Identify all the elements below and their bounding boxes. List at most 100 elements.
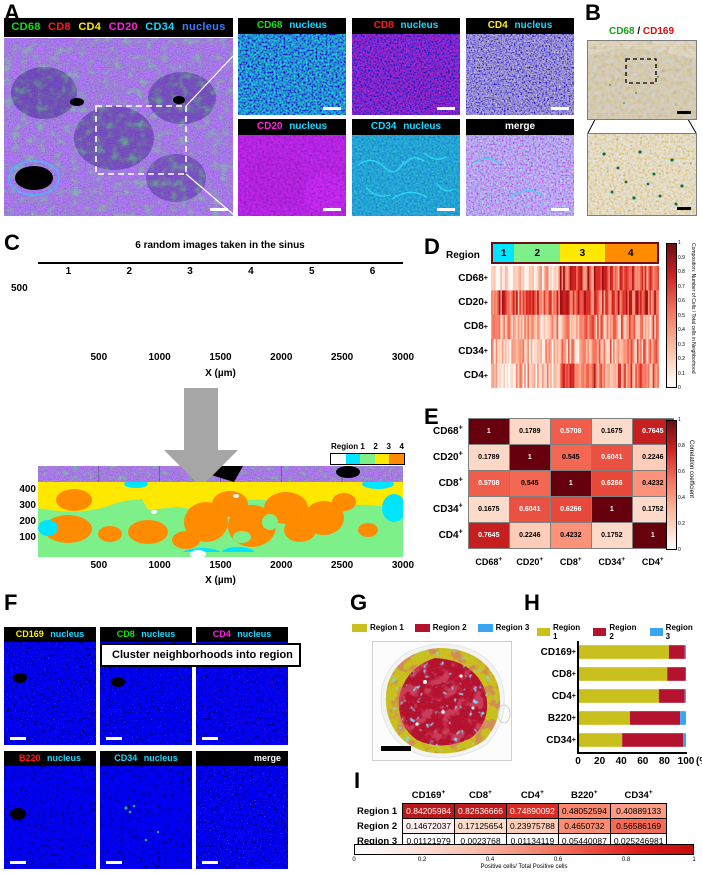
panel-e-rowlabel-cd4: CD4+	[438, 526, 463, 541]
h-xtick-60: 60	[637, 756, 649, 767]
cell-1-0: 0.1789	[467, 444, 510, 471]
d-tick-0.8: 0.8	[678, 269, 685, 275]
region-header-2: 2	[514, 244, 561, 262]
panel-d-letter: D	[424, 234, 440, 259]
subpanel-title-cd8: CD8 nucleus	[352, 18, 460, 34]
cell-value: 0.48052594	[561, 806, 607, 816]
legend-swatch-3	[374, 454, 390, 464]
legend-swatch-0	[331, 454, 346, 464]
panel-e-corner-spacer	[432, 549, 468, 575]
e-tick-0.6: 0.6	[678, 469, 685, 475]
panel-i-corner	[354, 788, 403, 804]
channel-label-cd4: CD4	[78, 21, 102, 33]
col-label-text: CD34	[598, 556, 622, 567]
h-xtick-80: 80	[658, 756, 670, 767]
row-label-text: CD4	[438, 530, 459, 541]
panel-e-letter: E	[424, 404, 439, 429]
legend-chip-region3	[477, 623, 493, 632]
image-number-2: 2	[126, 266, 133, 277]
subpanel-title-cd20: CD20 nucleus	[238, 119, 346, 135]
row-label-text: CD68	[433, 426, 459, 437]
row-label-text: CD20	[433, 452, 459, 463]
scale-bar	[10, 861, 26, 864]
d-tick-0: 0	[678, 385, 681, 391]
panel-d-colorbar-ticks: 1 0.9 0.8 0.7 0.6 0.5 0.4 0.3 0.2 0.1 0	[666, 240, 700, 391]
subpanel-title-merge: merge	[196, 751, 288, 766]
subpanel-marker-label: CD34	[370, 121, 397, 132]
panel-f-subpanel-cd34: CD34 nucleus	[100, 751, 192, 869]
cell-value: 1	[527, 454, 532, 461]
panel-c-flow-box: Cluster neighborhoods into region	[100, 643, 301, 667]
subpanel-nucleus-label: nucleus	[237, 629, 272, 639]
scale-bar	[202, 861, 218, 864]
table-row: CD169+ CD8+ CD4+ B220+ CD34+	[354, 788, 667, 804]
col-header-text: CD34	[624, 790, 649, 801]
cell-value: 0.5708	[478, 480, 500, 487]
panel-e-colorbar	[666, 420, 677, 550]
subpanel-nucleus-label: nucleus	[400, 20, 439, 31]
panel-b-roi-box	[625, 58, 657, 84]
xtick-2500: 2500	[330, 352, 354, 363]
panel-c-map-ylabel: Y (µm)	[0, 512, 1, 543]
panel-a-channel-legend: CD68 CD8 CD4 CD20 CD34 nucleus	[4, 18, 233, 37]
cell-2-0: 0.5708	[467, 470, 510, 497]
cell-2-2: 1	[549, 470, 592, 497]
image-number-6: 6	[369, 266, 376, 277]
region-header-3: 3	[560, 244, 605, 262]
panel-g-render	[373, 642, 511, 760]
panel-e-colorbar-ticks: 1 0.8 0.6 0.4 0.2 0	[666, 417, 700, 553]
scale-bar	[106, 861, 122, 864]
legend-chip-region1	[352, 623, 367, 632]
subpanel-image-cd20	[238, 135, 346, 216]
panel-h-legend-item-region2: Region 2	[593, 623, 638, 641]
legend-label-region1: Region 1	[553, 623, 581, 641]
legend-num-3: 3	[386, 442, 391, 451]
panel-d-heatmap-render	[491, 266, 659, 388]
cat-label-text: CD169	[540, 646, 572, 658]
subpanel-title-cd4: CD4 nucleus	[466, 18, 574, 34]
subpanel-image-cd4	[466, 34, 574, 115]
xtick-1500: 1500	[209, 352, 232, 363]
panel-d-row-label-cd20: CD20 +	[458, 297, 488, 309]
panel-h-category-labels: CD169 + CD8 + CD4 + B220 + CD34 +	[520, 641, 576, 751]
i-tick-1: 1	[692, 857, 696, 863]
panel-d-row-label-cd8: CD8 +	[463, 321, 488, 333]
panel-g-legend-item-region1: Region 1	[352, 623, 404, 632]
panel-i-letter: I	[354, 768, 361, 793]
cell-value: 0.56586169	[616, 821, 662, 831]
panel-b-title-cd169: CD169	[642, 26, 675, 37]
cell-value: 0.01134119	[510, 836, 555, 846]
cell-value: 0.4232	[560, 532, 582, 539]
subpanel-image-merge	[196, 766, 288, 869]
d-tick-0.5: 0.5	[678, 312, 685, 319]
panel-e-rowlabel-cd20: CD20+	[433, 448, 463, 463]
image-number-3: 3	[187, 266, 193, 277]
panel-a-overview-header: CD68 CD8 CD4 CD20 CD34 nucleus	[4, 18, 233, 37]
panel-f-subpanel-merge: merge	[196, 751, 288, 869]
panel-h-catlabel-b220: B220 +	[547, 712, 576, 724]
region-header-4-label: 4	[627, 247, 634, 259]
panel-i-rowhdr-region3: Region 3	[357, 835, 398, 847]
map-xtick-500: 500	[90, 560, 108, 571]
i-cell-0-3: 0.48052594	[557, 803, 611, 819]
table-row: CD4+ 0.7645 0.2246 0.4232 0.1752 1	[432, 522, 674, 549]
panel-i-rowhdr-region1: Region 1	[357, 805, 398, 817]
table-row: Region 1 0.84205984 0.82636666 0.7489009…	[354, 803, 668, 819]
legend-swatch-2	[360, 454, 375, 464]
panel-i-colorbar	[354, 844, 694, 855]
panel-h-xticks: 0 20 40 60 80 100 (%)	[575, 756, 702, 770]
panel-a-subpanel-merge: merge	[466, 119, 574, 216]
table-row: CD8+ 0.5708 0.545 1 0.6266 0.4232	[432, 470, 674, 497]
panel-e-colorbar-label: Correlation coefficient	[688, 440, 694, 498]
cell-value: 1	[568, 480, 573, 487]
cell-value: 1	[609, 506, 614, 513]
row-label-text: CD20	[458, 297, 484, 309]
panel-e-collabel-cd68: CD68+	[475, 555, 503, 567]
panel-i-colhdr-cd8: CD8+	[469, 788, 493, 801]
panel-e-collabel-cd8: CD8+	[559, 555, 582, 567]
col-header-text: CD4	[520, 790, 540, 801]
row-label-text: CD8	[463, 321, 484, 333]
legend-title-region1: Region 1	[331, 442, 365, 451]
subpanel-image-b220	[4, 766, 96, 869]
cell-2-1: 0.545	[508, 470, 551, 497]
